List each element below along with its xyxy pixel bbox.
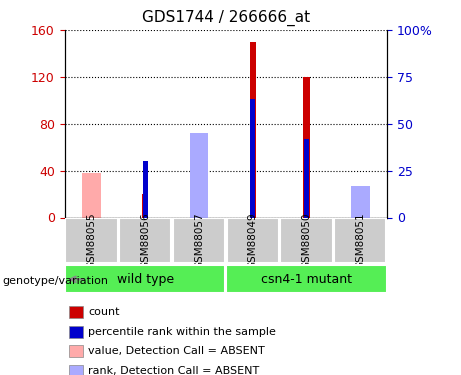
- Bar: [142, 194, 148, 217]
- Bar: [69, 326, 83, 338]
- Bar: [351, 200, 370, 217]
- Text: count: count: [88, 307, 120, 317]
- Bar: [351, 186, 370, 218]
- Text: rank, Detection Call = ABSENT: rank, Detection Call = ABSENT: [88, 366, 260, 375]
- FancyBboxPatch shape: [226, 265, 387, 294]
- Text: GSM88051: GSM88051: [355, 213, 366, 269]
- Text: wild type: wild type: [117, 273, 174, 286]
- FancyBboxPatch shape: [227, 218, 279, 263]
- Bar: [82, 173, 101, 217]
- FancyBboxPatch shape: [334, 218, 386, 263]
- Text: GSM88056: GSM88056: [140, 213, 150, 269]
- Text: value, Detection Call = ABSENT: value, Detection Call = ABSENT: [88, 346, 265, 356]
- Bar: [250, 99, 255, 218]
- FancyBboxPatch shape: [119, 218, 171, 263]
- Bar: [69, 365, 83, 375]
- FancyBboxPatch shape: [280, 218, 333, 263]
- Bar: [249, 42, 256, 218]
- Text: percentile rank within the sample: percentile rank within the sample: [88, 327, 276, 337]
- Bar: [304, 139, 309, 218]
- Bar: [69, 306, 83, 318]
- Bar: [303, 77, 310, 218]
- Bar: [69, 345, 83, 357]
- Text: GSM88057: GSM88057: [194, 213, 204, 269]
- Text: GSM88049: GSM88049: [248, 213, 258, 269]
- Bar: [142, 161, 148, 218]
- Text: genotype/variation: genotype/variation: [2, 276, 108, 285]
- Text: GSM88055: GSM88055: [86, 213, 96, 269]
- Title: GDS1744 / 266666_at: GDS1744 / 266666_at: [142, 10, 310, 26]
- FancyBboxPatch shape: [65, 218, 118, 263]
- FancyBboxPatch shape: [65, 265, 225, 294]
- FancyBboxPatch shape: [173, 218, 225, 263]
- Bar: [189, 133, 208, 218]
- Text: csn4-1 mutant: csn4-1 mutant: [261, 273, 352, 286]
- Bar: [189, 168, 208, 217]
- Text: GSM88050: GSM88050: [301, 213, 312, 269]
